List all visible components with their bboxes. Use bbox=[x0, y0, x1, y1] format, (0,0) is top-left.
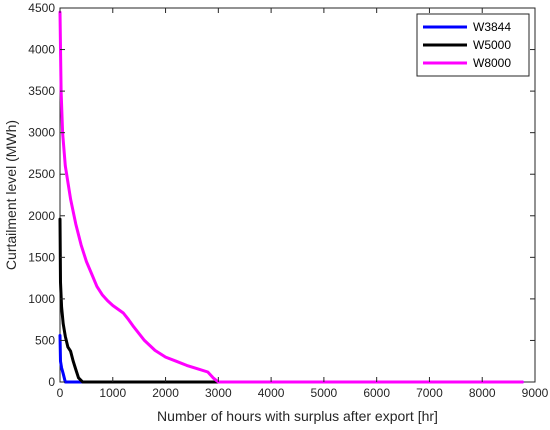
legend: W3844 W5000 W8000 bbox=[416, 13, 530, 77]
y-axis-label: Curtailment level (MWh) bbox=[3, 120, 19, 270]
y-tick-label: 4500 bbox=[28, 1, 55, 15]
y-axis-ticks: 0 500 1000 1500 2000 2500 3000 3500 4000 4500 bbox=[28, 1, 535, 389]
series-line-w5000 bbox=[58, 217, 220, 384]
y-tick-label: 2500 bbox=[28, 167, 55, 181]
y-tick-label: 0 bbox=[48, 375, 55, 389]
x-tick-label: 0 bbox=[57, 386, 64, 400]
legend-label-w5000: W5000 bbox=[473, 38, 511, 52]
x-tick-label: 4000 bbox=[258, 386, 285, 400]
y-tick-label: 2000 bbox=[28, 209, 55, 223]
legend-label-w3844: W3844 bbox=[473, 20, 511, 34]
x-tick-label: 9000 bbox=[522, 386, 549, 400]
x-tick-label: 3000 bbox=[205, 386, 232, 400]
x-tick-label: 2000 bbox=[152, 386, 179, 400]
y-tick-label: 3000 bbox=[28, 126, 55, 140]
series-layer bbox=[58, 10, 524, 384]
x-tick-label: 1000 bbox=[99, 386, 126, 400]
y-tick-label: 1500 bbox=[28, 250, 55, 264]
y-tick-label: 1000 bbox=[28, 292, 55, 306]
x-tick-label: 5000 bbox=[311, 386, 338, 400]
x-tick-label: 6000 bbox=[363, 386, 390, 400]
y-tick-label: 500 bbox=[35, 333, 55, 347]
legend-label-w8000: W8000 bbox=[473, 56, 511, 70]
x-tick-label: 8000 bbox=[469, 386, 496, 400]
x-tick-label: 7000 bbox=[416, 386, 443, 400]
y-tick-label: 4000 bbox=[28, 43, 55, 57]
series-line-w8000 bbox=[58, 10, 524, 384]
x-axis-label: Number of hours with surplus after expor… bbox=[157, 408, 438, 424]
x-axis-ticks: 0 1000 2000 3000 4000 5000 6000 7000 8000 9000 bbox=[57, 8, 549, 400]
y-tick-label: 3500 bbox=[28, 84, 55, 98]
